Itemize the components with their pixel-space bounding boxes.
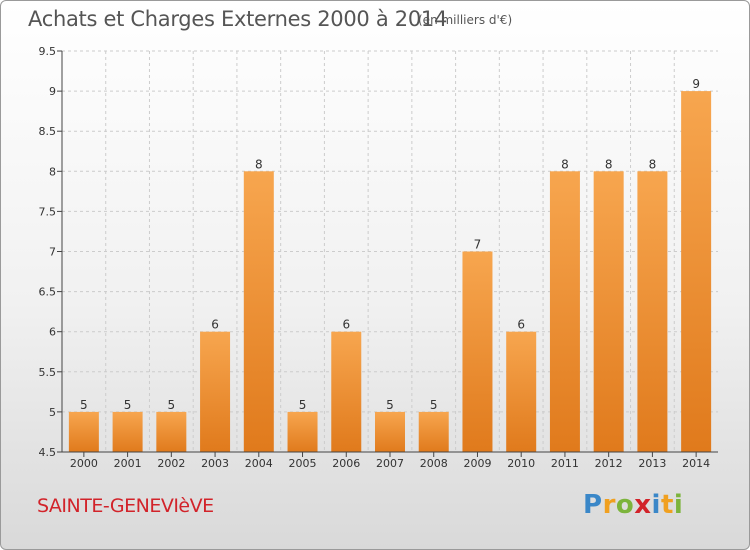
y-tick-label: 6.5 [39, 286, 57, 299]
logo-letter: i [651, 490, 661, 520]
bar [506, 331, 537, 452]
data-label: 7 [474, 238, 482, 252]
x-tick-label: 2005 [289, 457, 317, 470]
data-label: 5 [124, 398, 132, 412]
x-tick-label: 2009 [463, 457, 491, 470]
x-tick-label: 2003 [201, 457, 229, 470]
bar [375, 411, 405, 452]
bar [637, 171, 668, 453]
bar [287, 411, 318, 452]
bar [68, 411, 99, 452]
x-tick-label: 2004 [245, 457, 273, 470]
chart-subtitle: (en milliers d'€) [418, 13, 513, 27]
bar [681, 91, 712, 452]
data-label: 5 [168, 398, 176, 412]
data-label: 5 [299, 398, 307, 412]
y-tick-label: 7.5 [39, 205, 57, 218]
bar [243, 171, 274, 453]
data-label: 8 [561, 157, 569, 171]
y-tick-label: 8 [49, 165, 56, 178]
y-tick-label: 6 [49, 326, 56, 339]
data-label: 8 [255, 157, 263, 171]
logo-letter: t [660, 490, 674, 520]
logo-letter: o [615, 490, 635, 520]
y-tick-label: 4.5 [39, 446, 57, 459]
data-label: 5 [430, 398, 438, 412]
x-tick-label: 2002 [157, 457, 185, 470]
data-label: 8 [649, 157, 657, 171]
data-label: 9 [692, 77, 700, 91]
y-tick-label: 5.5 [39, 366, 57, 379]
data-label: 6 [342, 318, 350, 332]
y-tick-label: 9.5 [39, 45, 57, 58]
logo-letter: P [583, 490, 603, 520]
logo-letter: r [602, 490, 616, 520]
chart-title: Achats et Charges Externes 2000 à 2014 [28, 7, 448, 31]
logo-letter: x [634, 490, 652, 520]
data-label: 8 [605, 157, 613, 171]
data-label: 6 [211, 318, 219, 332]
bar [112, 411, 143, 452]
y-tick-label: 5 [49, 406, 56, 419]
x-tick-label: 2013 [638, 457, 666, 470]
x-tick-label: 2000 [70, 457, 98, 470]
bar [418, 411, 449, 452]
bar [156, 411, 187, 452]
y-tick-label: 7 [49, 246, 56, 259]
bar [593, 171, 624, 453]
bars [68, 91, 712, 453]
x-tick-label: 2001 [114, 457, 142, 470]
x-tick-label: 2011 [551, 457, 579, 470]
x-tick-label: 2012 [595, 457, 623, 470]
y-tick-label: 8.5 [39, 125, 57, 138]
commune-name: SAINTE-GENEVIèVE [37, 495, 214, 517]
bar [462, 251, 493, 452]
axes [57, 50, 718, 457]
x-tick-label: 2006 [332, 457, 360, 470]
x-tick-label: 2007 [376, 457, 404, 470]
data-label: 5 [80, 398, 88, 412]
bar [331, 331, 362, 452]
labels: 4.5 5 5.5 6 6.5 7 7.5 8 8.5 9 9.5 5 2000 5 2001 5 2002 6 2… [39, 45, 711, 470]
proxiti-logo: Proxiti [583, 490, 683, 520]
y-tick-label: 9 [49, 85, 56, 98]
data-label: 6 [517, 318, 525, 332]
bar [549, 171, 580, 453]
x-tick-label: 2008 [420, 457, 448, 470]
x-tick-label: 2010 [507, 457, 535, 470]
data-label: 5 [386, 398, 394, 412]
bar [200, 331, 231, 452]
logo-letter: i [673, 490, 684, 520]
x-tick-label: 2014 [682, 457, 710, 470]
